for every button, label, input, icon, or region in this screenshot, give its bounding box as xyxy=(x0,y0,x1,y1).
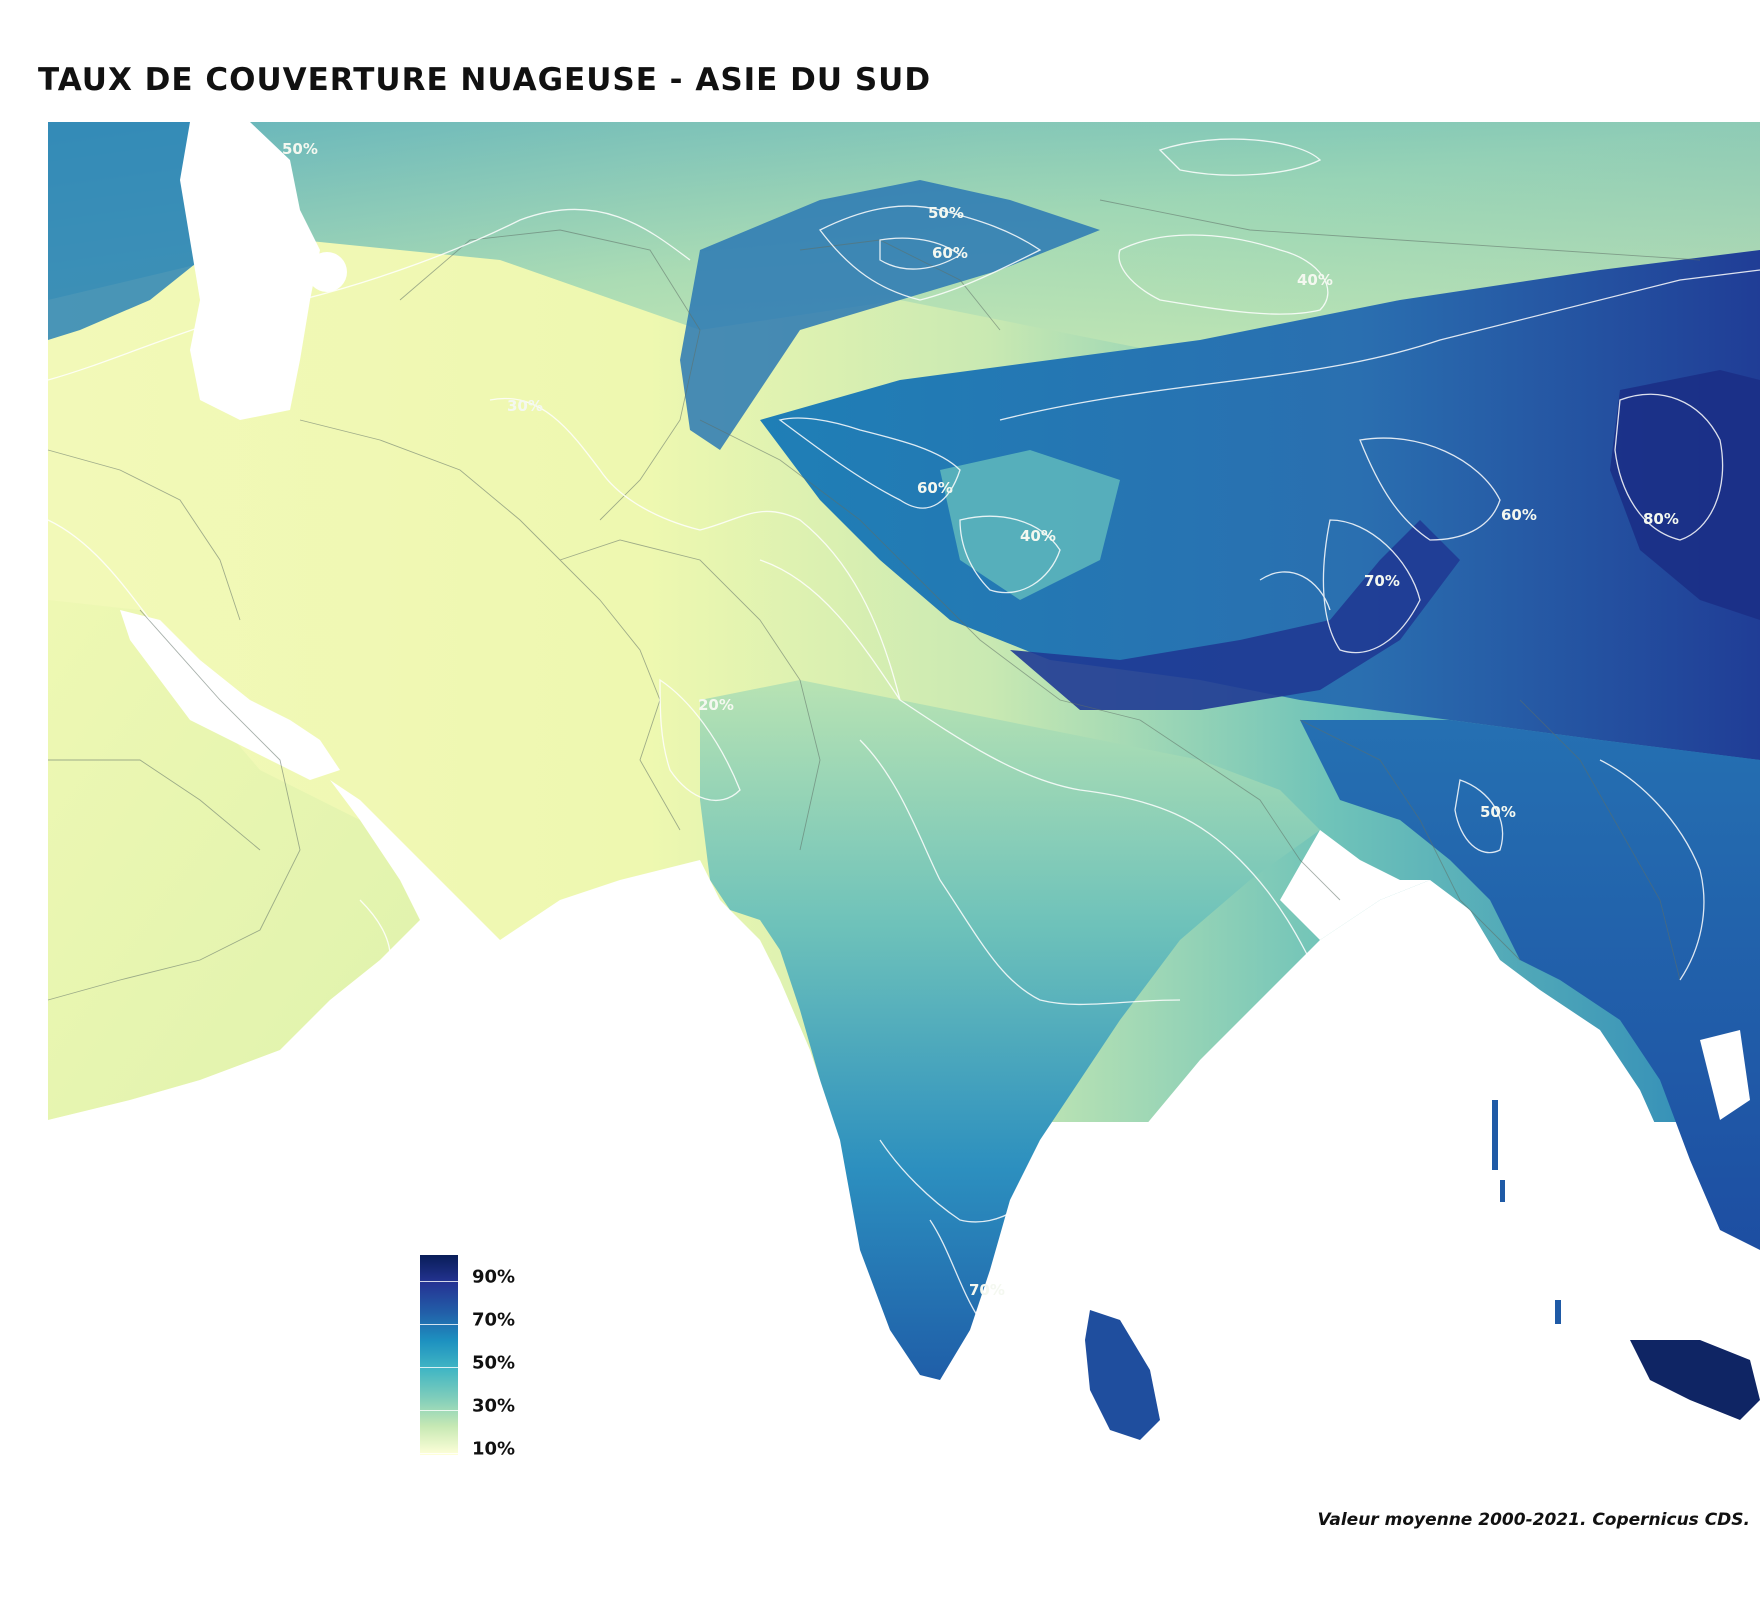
contour-label: 60% xyxy=(917,479,953,497)
contour-label: 50% xyxy=(282,140,318,158)
contour-label: 60% xyxy=(932,244,968,262)
legend-colorbar xyxy=(420,1255,458,1455)
sichuan-field xyxy=(1610,370,1760,620)
tian-shan-field xyxy=(680,180,1100,450)
country-borders xyxy=(47,199,1701,1001)
contour-label: 40% xyxy=(1020,527,1056,545)
sumatra-field xyxy=(1630,1340,1760,1420)
contour-label: 60% xyxy=(1501,506,1537,524)
contour-labels: 50% 50% 60% 40% 30% 60% 40% 60% 80% 70% … xyxy=(282,140,1679,1299)
contour-label: 70% xyxy=(1364,572,1400,590)
source-credit: Valeur moyenne 2000-2021. Copernicus CDS… xyxy=(1317,1510,1750,1530)
contour-lines xyxy=(47,138,1760,1329)
legend-label-50: 50% xyxy=(472,1352,516,1374)
contour-label: 80% xyxy=(1643,510,1679,528)
contour-label: 50% xyxy=(1480,803,1516,821)
himalaya-field xyxy=(1010,520,1460,710)
india-field xyxy=(700,680,1320,1380)
arabia-field xyxy=(48,600,420,1120)
contour-label: 30% xyxy=(507,397,543,415)
sri-lanka-field xyxy=(1085,1310,1160,1440)
andaman-islands xyxy=(1492,1100,1561,1324)
contour-label: 70% xyxy=(969,1281,1005,1299)
map-title: Taux de couverture nuageuse - Asie du Su… xyxy=(38,62,932,98)
tibet-field xyxy=(760,250,1760,760)
legend-label-30: 30% xyxy=(472,1395,516,1417)
legend-label-10: 10% xyxy=(472,1438,516,1460)
legend-label-90: 90% xyxy=(472,1266,516,1288)
contour-label: 40% xyxy=(1297,271,1333,289)
contour-label: 20% xyxy=(698,696,734,714)
color-legend: 90% 70% 50% 30% 10% xyxy=(420,1255,540,1460)
southeast-asia-field xyxy=(1300,720,1760,1250)
legend-label-70: 70% xyxy=(472,1309,516,1331)
contour-label: 50% xyxy=(928,204,964,222)
